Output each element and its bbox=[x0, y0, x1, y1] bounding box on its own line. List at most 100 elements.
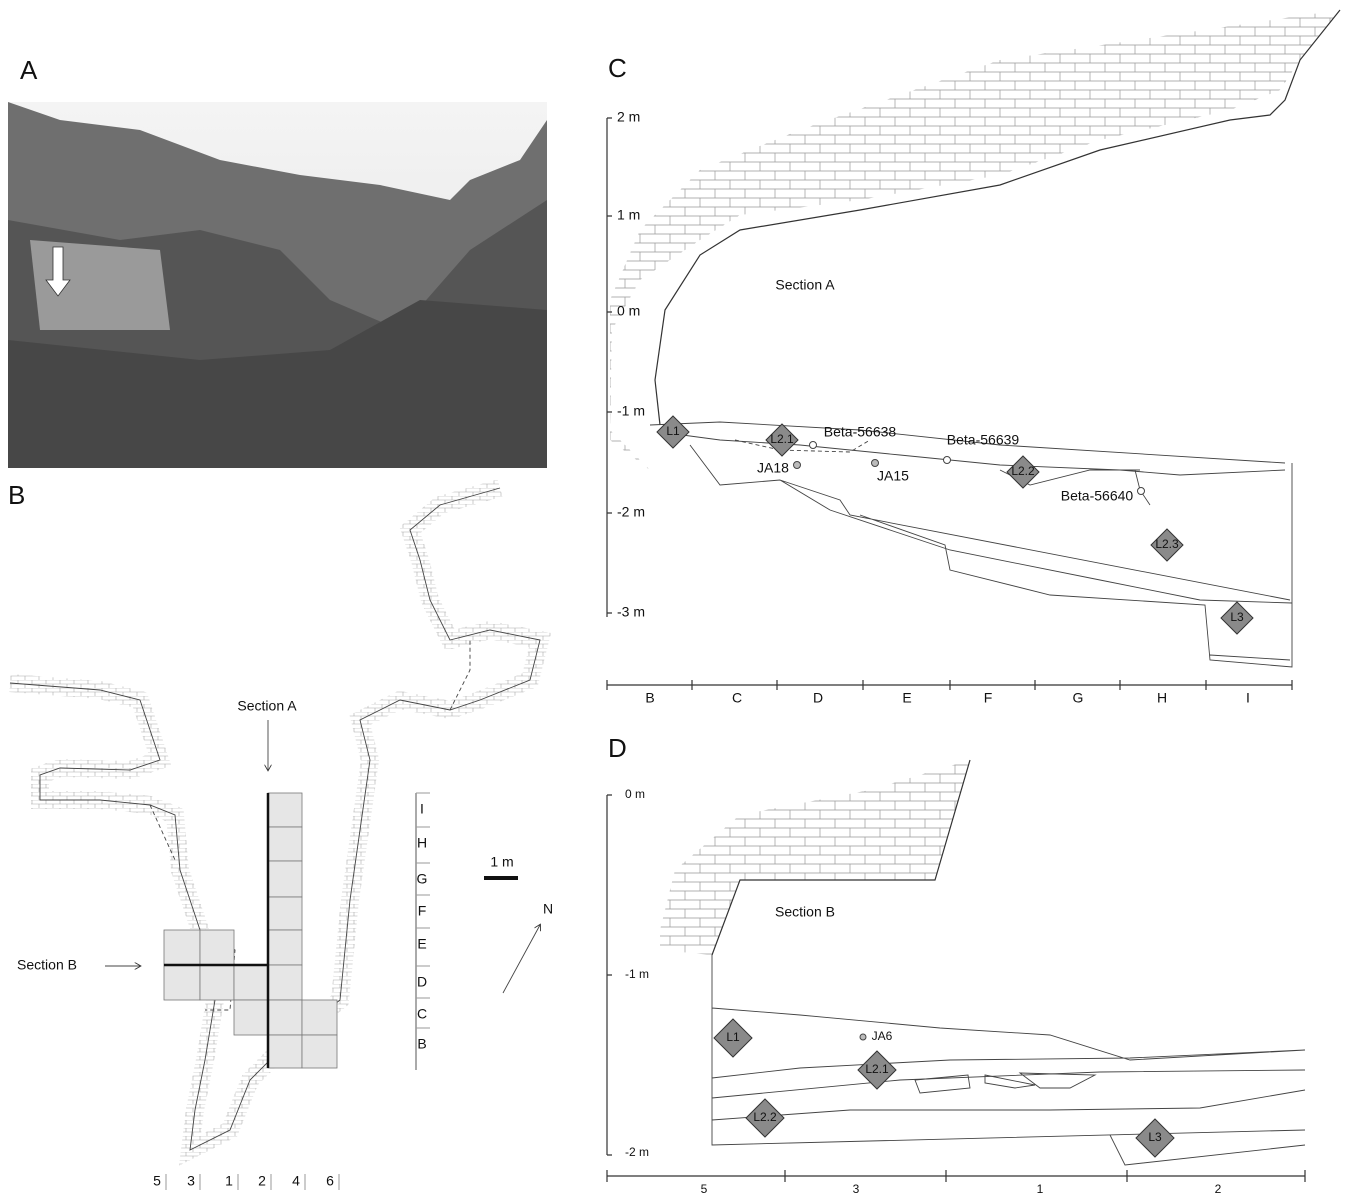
column-label: 2 bbox=[258, 1173, 266, 1189]
layer-marker bbox=[1006, 455, 1040, 489]
row-label: C bbox=[417, 1006, 427, 1022]
rock-ceiling bbox=[610, 10, 1340, 470]
sample-label: JA18 bbox=[757, 460, 789, 476]
layer-label: L2.3 bbox=[1155, 537, 1179, 551]
grid-square bbox=[163, 929, 201, 966]
column-label: 2 bbox=[1215, 1182, 1222, 1196]
column-label: 3 bbox=[187, 1173, 195, 1189]
layer-label: L2.2 bbox=[1011, 464, 1035, 478]
section-line bbox=[164, 793, 270, 1068]
sample-point bbox=[793, 461, 801, 469]
sample-point bbox=[809, 441, 817, 449]
section-title: Section B bbox=[775, 904, 835, 920]
column-label: 3 bbox=[853, 1182, 860, 1196]
sample-label: Beta-56638 bbox=[824, 424, 897, 440]
rock-ceiling bbox=[660, 760, 970, 955]
depth-label: -1 m bbox=[617, 403, 645, 419]
panel-label: D bbox=[608, 733, 627, 763]
north-arrow bbox=[502, 925, 540, 994]
cave-plan bbox=[9, 479, 552, 1166]
grid-squares bbox=[163, 792, 338, 1069]
layer-label: L3 bbox=[1148, 1130, 1162, 1144]
column-label: B bbox=[645, 690, 654, 706]
column-label: 1 bbox=[1037, 1182, 1044, 1196]
column-label: I bbox=[1246, 690, 1250, 706]
sample-point bbox=[943, 456, 951, 464]
column-label: D bbox=[813, 690, 823, 706]
sample-point bbox=[871, 459, 879, 467]
depth-label: 2 m bbox=[617, 109, 640, 125]
layer-marker bbox=[713, 1018, 753, 1058]
row-label: H bbox=[417, 835, 427, 851]
cliff bbox=[30, 240, 170, 330]
stratigraphy bbox=[711, 955, 1306, 1166]
section-label: Section A bbox=[237, 698, 297, 714]
grid-square bbox=[267, 964, 303, 1001]
block bbox=[914, 1072, 1097, 1094]
grid-square bbox=[267, 792, 303, 828]
grid-square bbox=[199, 964, 235, 1001]
layer-marker bbox=[765, 423, 799, 457]
depth-axis bbox=[606, 794, 612, 1156]
depth-label: 0 m bbox=[625, 787, 645, 801]
row-label: G bbox=[417, 871, 428, 887]
grid-square bbox=[267, 999, 303, 1036]
depth-label: -2 m bbox=[617, 504, 645, 520]
column-label: C bbox=[732, 690, 742, 706]
layer-marker bbox=[1150, 528, 1184, 562]
depth-axis bbox=[606, 117, 612, 617]
layer-label: L1 bbox=[666, 424, 680, 438]
layer-label: L2.2 bbox=[753, 1110, 777, 1124]
layer-label: L2.1 bbox=[865, 1062, 889, 1076]
layer-marker bbox=[1220, 601, 1254, 635]
grid-square bbox=[267, 1034, 303, 1069]
layer-marker bbox=[1135, 1118, 1175, 1158]
column-label: 5 bbox=[153, 1173, 161, 1189]
depth-label: -2 m bbox=[625, 1145, 649, 1159]
section-b-drawing bbox=[606, 759, 1306, 1182]
sample-label: JA15 bbox=[877, 468, 909, 484]
panel-label: A bbox=[20, 55, 38, 85]
grid-square bbox=[267, 929, 303, 966]
depth-label: 0 m bbox=[617, 303, 640, 319]
sample-label: Beta-56640 bbox=[1061, 488, 1134, 504]
column-label: 5 bbox=[701, 1182, 708, 1196]
section-label: Section B bbox=[17, 957, 77, 973]
panel-label: B bbox=[8, 480, 25, 510]
row-label: D bbox=[417, 974, 427, 990]
layer-label: L1 bbox=[726, 1030, 740, 1044]
cave-roof bbox=[654, 9, 1341, 426]
grid-axis bbox=[606, 680, 1293, 690]
grid-square bbox=[233, 964, 269, 1001]
scale-label: 1 m bbox=[490, 854, 513, 870]
column-label: 4 bbox=[292, 1173, 300, 1189]
layer-label: L2.1 bbox=[770, 432, 794, 446]
layer-marker bbox=[656, 415, 690, 449]
column-label: 1 bbox=[225, 1173, 233, 1189]
column-label: H bbox=[1157, 690, 1167, 706]
lens bbox=[734, 439, 871, 453]
section-title: Section A bbox=[775, 277, 835, 293]
sample-label: JA6 bbox=[872, 1029, 893, 1043]
sample-label: Beta-56639 bbox=[947, 432, 1020, 448]
column-label: F bbox=[984, 690, 993, 706]
grid-square bbox=[163, 964, 201, 1001]
grid-square bbox=[199, 929, 235, 966]
grid-square bbox=[267, 896, 303, 931]
row-label: B bbox=[417, 1036, 426, 1052]
stratigraphy bbox=[649, 421, 1293, 668]
grid-square bbox=[233, 999, 269, 1036]
layer-marker bbox=[745, 1098, 785, 1138]
depth-label: -1 m bbox=[625, 967, 649, 981]
panel-label: C bbox=[608, 53, 627, 83]
column-label: E bbox=[902, 690, 911, 706]
layer-label: L3 bbox=[1230, 610, 1244, 624]
grid-square bbox=[267, 860, 303, 898]
vegetation bbox=[8, 300, 547, 468]
cave-outline bbox=[9, 487, 541, 1151]
grid-square bbox=[301, 999, 338, 1036]
row-label: I bbox=[420, 801, 424, 817]
column-label: G bbox=[1073, 690, 1084, 706]
